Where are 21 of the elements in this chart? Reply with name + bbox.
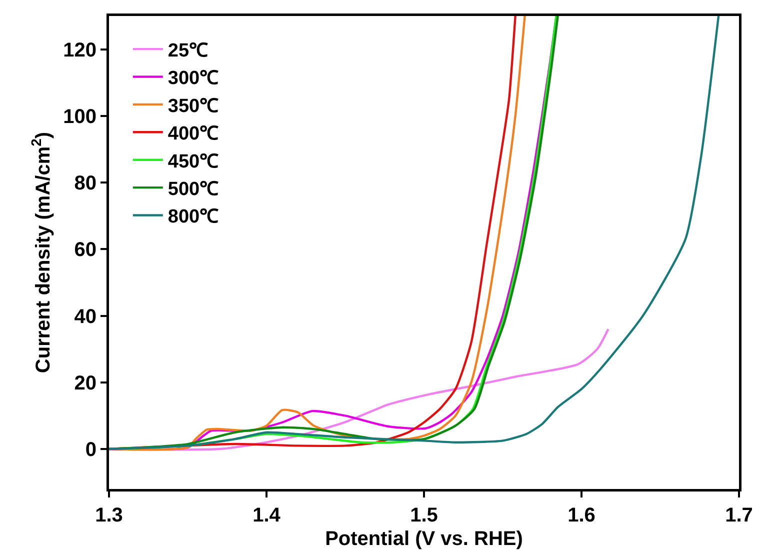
y-tick-label: 120 <box>63 39 96 62</box>
x-tick-label: 1.3 <box>95 504 123 526</box>
y-tick-label: 60 <box>74 239 96 262</box>
x-tick-label: 1.7 <box>725 504 753 526</box>
y-tick-label: 40 <box>74 306 96 328</box>
line-series <box>109 16 720 450</box>
y-tick-label: 100 <box>63 106 96 128</box>
legend-label: 800℃ <box>168 206 219 228</box>
legend-label: 25℃ <box>168 40 208 62</box>
y-tick-label: 20 <box>74 372 96 394</box>
x-tick-label: 1.5 <box>410 504 438 526</box>
y-tick-label: 0 <box>85 439 96 462</box>
legend-label: 450℃ <box>168 151 219 172</box>
legend-label: 400℃ <box>168 124 219 145</box>
legend-label: 300℃ <box>168 68 219 90</box>
legend-label: 500℃ <box>168 178 219 200</box>
x-tick-label: 1.4 <box>252 504 282 526</box>
legend-label: 350℃ <box>168 96 219 117</box>
x-axis-title: Potential (V vs. RHE) <box>325 528 523 550</box>
x-tick-label: 1.6 <box>568 504 596 526</box>
y-tick-label: 80 <box>74 172 96 195</box>
